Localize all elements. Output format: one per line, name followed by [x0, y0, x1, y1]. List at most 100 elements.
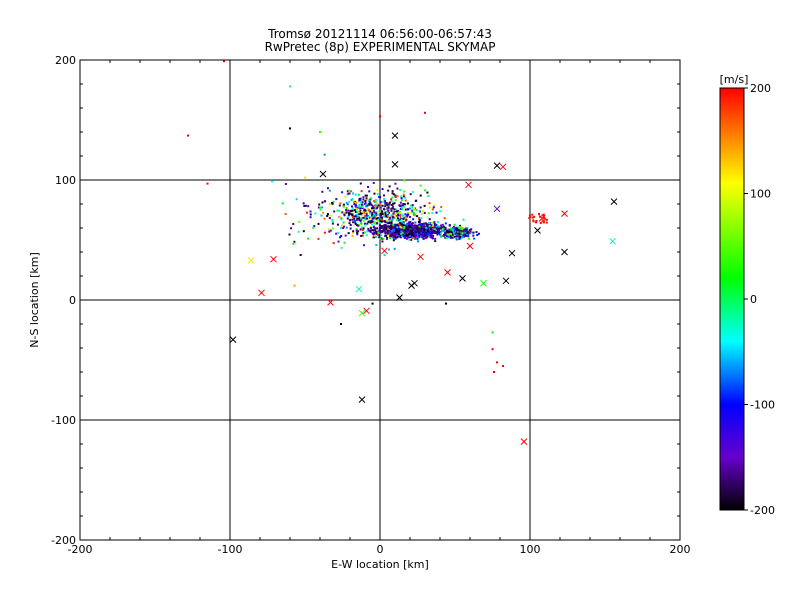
data-point [459, 235, 462, 238]
data-point [379, 212, 382, 215]
data-point [418, 210, 421, 213]
data-point [289, 85, 291, 88]
data-point [422, 237, 425, 240]
data-point [473, 237, 476, 240]
data-point [451, 233, 454, 236]
data-point [451, 236, 454, 239]
data-point [323, 231, 326, 234]
data-point [436, 231, 439, 234]
data-point [363, 231, 366, 234]
data-point [390, 222, 393, 225]
data-point [446, 233, 449, 236]
data-point [368, 219, 371, 222]
x-axis-ticks: -200 -100 0 100 200 [68, 60, 691, 556]
data-point [419, 206, 422, 209]
data-point [443, 233, 446, 236]
data-point [372, 236, 375, 239]
data-point [424, 228, 427, 231]
data-point [531, 216, 534, 219]
data-point [423, 228, 426, 231]
data-point [502, 365, 504, 367]
data-point [394, 195, 397, 198]
data-point [431, 211, 434, 214]
data-point [462, 235, 465, 238]
data-point [398, 231, 401, 234]
data-point [328, 217, 331, 220]
data-point [542, 213, 545, 216]
data-point [424, 229, 427, 232]
data-point [354, 210, 357, 213]
data-point [384, 224, 387, 227]
data-point [395, 229, 398, 232]
data-point [404, 196, 407, 199]
data-point [379, 237, 382, 240]
data-point [395, 224, 398, 227]
data-point [345, 209, 348, 212]
data-point [364, 201, 367, 204]
data-point [376, 233, 379, 236]
data-point [411, 210, 414, 213]
data-point [532, 219, 535, 222]
data-point [366, 185, 369, 188]
data-point [388, 236, 391, 239]
data-point [361, 203, 364, 206]
data-point [358, 219, 361, 222]
data-point [359, 207, 362, 210]
data-point [375, 211, 378, 214]
data-point [444, 236, 447, 239]
data-point [528, 214, 531, 217]
cross-marker [538, 215, 546, 222]
data-point [412, 218, 415, 221]
data-point [346, 217, 349, 220]
data-point [386, 232, 389, 235]
data-point [430, 229, 433, 232]
data-point [368, 209, 371, 212]
data-point [355, 224, 358, 227]
data-point [411, 222, 414, 225]
data-point [471, 231, 474, 234]
data-point [431, 231, 434, 234]
data-point [399, 201, 402, 204]
data-point [435, 231, 438, 234]
data-point [281, 202, 284, 205]
data-point [443, 217, 446, 220]
data-point [411, 207, 414, 210]
data-point [345, 201, 348, 204]
data-point [385, 219, 388, 222]
data-point [416, 228, 419, 231]
data-point [370, 220, 373, 223]
data-point [455, 236, 458, 239]
data-point [428, 232, 431, 235]
data-point [297, 230, 300, 233]
data-point [408, 235, 411, 238]
data-point [357, 224, 360, 227]
data-point [444, 222, 447, 225]
data-point [347, 215, 350, 218]
data-point [383, 194, 386, 197]
cross-marker [465, 181, 472, 189]
data-point [347, 189, 350, 192]
data-point [452, 229, 455, 232]
data-point [406, 202, 409, 205]
data-point [383, 227, 386, 230]
data-point [454, 232, 457, 235]
data-point [444, 234, 447, 237]
y-tick-label: 100 [55, 174, 76, 187]
data-point [397, 227, 400, 230]
data-point [387, 202, 390, 205]
data-point [366, 204, 369, 207]
data-point [401, 224, 404, 227]
data-point [417, 235, 420, 238]
data-point [363, 244, 366, 247]
data-point [430, 233, 433, 236]
data-point [400, 230, 403, 233]
data-point [387, 210, 390, 213]
data-point [271, 180, 274, 183]
data-point [403, 190, 406, 193]
data-point [413, 224, 416, 227]
data-point [374, 227, 377, 230]
cross-marker [493, 205, 501, 213]
data-point [332, 200, 335, 203]
data-point [460, 228, 463, 231]
data-point [383, 225, 386, 228]
